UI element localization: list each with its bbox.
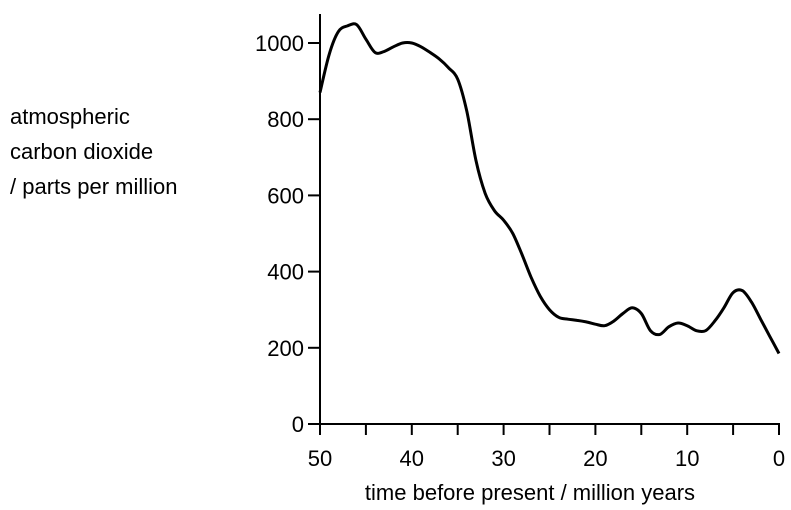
co2-series-line <box>318 22 781 355</box>
series <box>318 22 781 355</box>
x-tick-label: 50 <box>308 446 332 471</box>
x-axis-label: time before present / million years <box>365 480 695 505</box>
ticks <box>308 42 780 435</box>
axes <box>319 14 780 425</box>
y-tick-label: 200 <box>267 336 304 361</box>
y-tick-label: 800 <box>267 107 304 132</box>
x-tick-label: 30 <box>491 446 515 471</box>
y-tick-label: 0 <box>292 412 304 437</box>
y-tick-label: 400 <box>267 260 304 285</box>
y-tick-label: 1000 <box>255 31 304 56</box>
y-axis-label-line-1: atmospheric <box>10 104 130 129</box>
y-tick-label: 600 <box>267 183 304 208</box>
x-tick-label: 20 <box>583 446 607 471</box>
x-tick-label: 0 <box>773 446 785 471</box>
y-axis-label-line-3: / parts per million <box>10 174 178 199</box>
x-tick-label: 40 <box>400 446 424 471</box>
y-axis-label-line-2: carbon dioxide <box>10 139 153 164</box>
x-tick-label: 10 <box>675 446 699 471</box>
